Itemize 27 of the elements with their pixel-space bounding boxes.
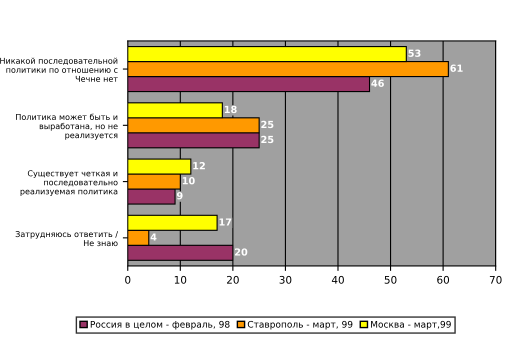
x-tick-label: 20 [227,276,239,284]
data-label: 20 [235,248,248,256]
data-label: 10 [182,177,195,184]
x-tick-label: 40 [332,276,344,284]
x-tick-label: 30 [280,276,292,284]
x-tick-label: 0 [125,276,130,284]
x-tick-label: 10 [174,276,186,284]
data-label: 17 [220,218,232,226]
legend-label: Москва - март,99 [371,320,451,330]
data-label: 53 [408,50,420,57]
data-label: 61 [450,64,463,72]
data-label: 46 [371,80,384,87]
x-tick-label: 70 [490,276,502,284]
y-tick-label: Никакой последовательной политики по отношению с Чечне нет [0,58,118,82]
data-label: 12 [193,162,205,170]
x-tick-label: 50 [384,276,396,284]
legend-label: Россия в целом - февраль, 98 [90,320,230,330]
data-label: 4 [150,233,156,241]
data-label: 25 [261,136,274,144]
data-label: 18 [224,106,237,114]
legend-label: Ставрополь - март, 99 [248,320,352,330]
x-tick-label: 60 [437,276,450,284]
data-label: 25 [261,120,274,128]
y-tick-label: Существует четкая и последовательно реализуемая политика [20,170,118,196]
y-tick-label: Политика может быть и выработана, но не реализуется [16,114,118,140]
y-tick-label: Затрудняюсь ответить / Не знаю [16,231,118,246]
data-label: 9 [176,192,183,200]
